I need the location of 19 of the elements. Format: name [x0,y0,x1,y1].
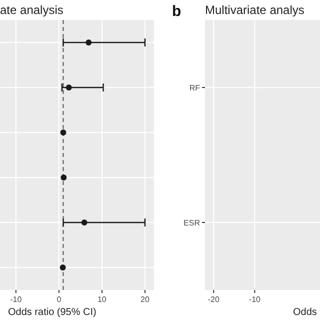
y-tick-label: RF [189,84,200,92]
x-tick-label: 20 [140,295,150,304]
point [86,40,92,46]
x-tick-label: 0 [56,295,62,304]
point [81,220,88,226]
chart-title: ate analysis [0,3,64,17]
x-axis-title: Odds ratio (95% CI) [8,307,96,318]
point [60,130,66,136]
point [60,264,66,270]
y-tick-label: ESR [184,218,200,228]
chart-title: Multivariate analys [205,3,304,17]
x-axis-title: Odds [293,307,317,318]
x-tick-label: 10 [97,295,107,304]
text: b [172,3,182,20]
point [66,84,72,90]
x-tick-label: -10 [248,295,262,304]
point [60,174,67,180]
x-tick-label: -20 [208,295,220,304]
x-tick-label: -10 [10,295,22,304]
